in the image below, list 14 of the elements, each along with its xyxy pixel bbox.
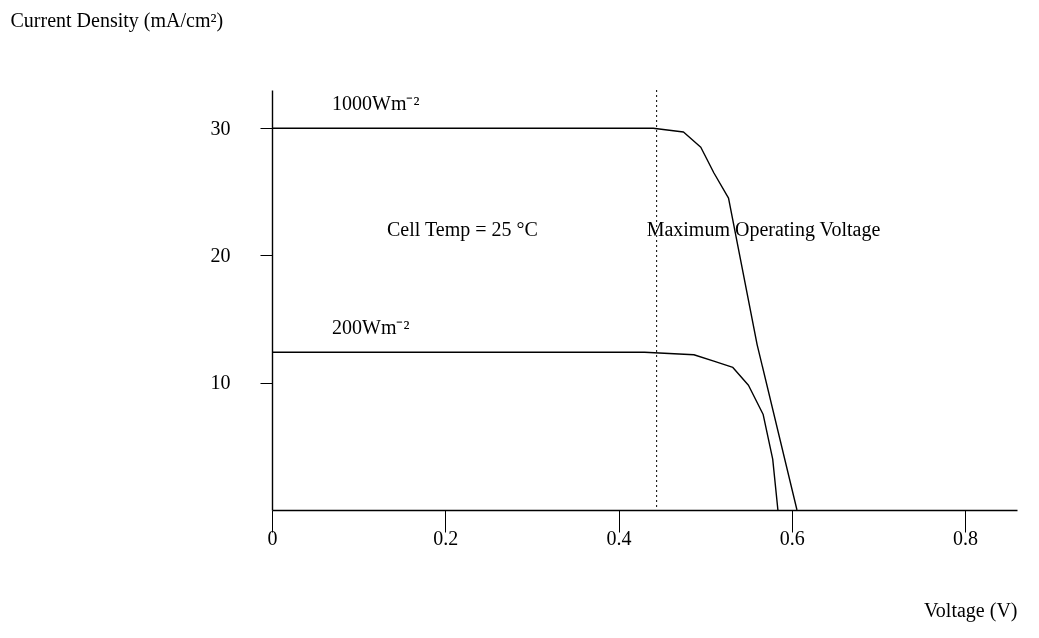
x-tick-label: 0.8	[953, 526, 979, 549]
annotation: Cell Temp = 25 °C	[387, 218, 538, 241]
series-label: 1000Wm⁻²	[332, 92, 420, 115]
x-tick-label: 0.4	[606, 526, 632, 549]
x-axis-title: Voltage (V)	[924, 598, 1018, 622]
ref-line-label: Maximum Operating Voltage	[646, 218, 881, 241]
x-tick-label: 0	[267, 526, 278, 549]
x-tick-label: 0.6	[779, 526, 805, 549]
y-tick-label: 30	[210, 116, 231, 139]
y-tick-label: 20	[210, 243, 231, 266]
y-axis-title: Current Density (mA/cm²)	[10, 8, 224, 32]
y-tick-label: 10	[210, 371, 231, 394]
series-label: 200Wm⁻²	[332, 316, 410, 339]
x-tick-label: 0.2	[433, 526, 459, 549]
